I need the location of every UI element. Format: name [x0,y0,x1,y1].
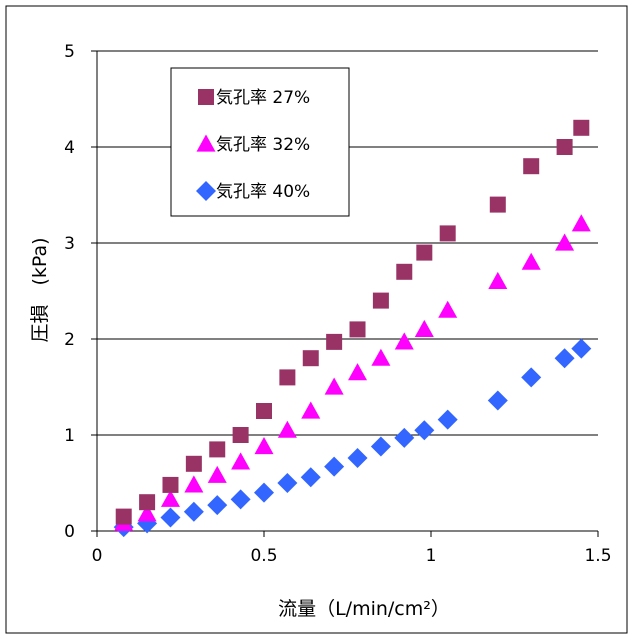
series-diamond [113,338,592,538]
series-triangle [114,214,591,531]
data-point-square [162,476,179,493]
data-point-square [256,403,272,419]
legend-marker-diamond [196,181,216,201]
data-point-square [573,119,590,136]
data-point-diamond [521,367,542,388]
data-point-diamond [300,467,321,488]
data-point-diamond [254,482,274,503]
data-point-diamond [207,495,228,516]
y-tick-label: 2 [64,330,75,350]
data-point-square [279,369,296,386]
series-square [115,119,590,525]
data-point-diamond [437,409,458,430]
gridlines [97,50,598,436]
data-point-square [416,244,433,261]
x-tick-label: 1.5 [584,546,611,566]
data-point-triangle [137,504,157,522]
legend-label: 気孔率 40% [216,182,310,202]
legend: 気孔率 27% 気孔率 32% 気孔率 40% [170,67,350,217]
data-point-triangle [371,348,391,366]
data-point-triangle [231,452,251,470]
data-point-diamond [571,338,592,359]
legend-marker-triangle [196,134,216,152]
x-axis-title: 流量（L/min/cm²） [278,598,450,620]
data-point-square [209,441,226,458]
legend-label: 気孔率 27% [216,88,310,108]
data-point-triangle [414,319,434,337]
data-point-triangle [488,271,508,289]
y-tick-label: 3 [64,234,75,254]
data-point-square [396,263,413,280]
tick-labels: 0 1 2 3 4 5 0 0.5 1 1.5 [64,42,611,566]
data-point-diamond [414,420,435,441]
x-tick-label: 0.5 [250,546,277,566]
data-point-triangle [207,465,227,483]
data-point-diamond [160,507,181,528]
data-point-diamond [370,436,391,457]
data-point-diamond [277,473,298,493]
axes [91,50,599,537]
data-markers [113,119,592,538]
data-point-triangle [301,401,321,419]
data-point-square [115,508,132,525]
data-point-square [523,158,540,175]
y-axis-title: 圧損 (kPa) [29,237,51,342]
data-point-triangle [160,489,180,507]
data-point-triangle [521,252,541,270]
data-point-diamond [487,390,508,411]
data-point-diamond [394,427,415,448]
data-point-square [139,494,156,511]
y-tick-label: 4 [64,138,75,158]
data-point-triangle [277,420,297,438]
x-tick-label: 0 [92,546,103,566]
x-tick-label: 1 [426,546,437,566]
data-point-triangle [394,332,414,350]
data-point-square [326,333,343,350]
data-point-diamond [183,501,204,522]
data-point-triangle [571,214,591,232]
legend-marker-square [198,89,214,105]
data-point-square [302,350,319,367]
chart-frame [5,5,628,634]
data-point-diamond [230,489,251,510]
data-point-triangle [438,300,458,318]
y-tick-label: 1 [64,426,75,446]
data-point-diamond [324,456,345,477]
legend-label: 気孔率 32% [216,135,310,155]
data-point-square [185,455,202,472]
y-tick-label: 0 [64,522,75,542]
data-point-square [349,321,366,338]
data-point-triangle [555,233,575,251]
data-point-diamond [554,348,575,369]
data-point-triangle [324,377,344,395]
data-point-diamond [347,448,368,469]
data-point-triangle [348,363,368,381]
data-point-triangle [254,437,274,455]
data-point-square [489,196,506,213]
data-point-square [556,139,573,155]
data-point-triangle [184,475,204,493]
y-tick-label: 5 [64,42,75,62]
data-point-square [439,225,456,242]
data-point-square [372,292,389,309]
data-point-square [232,427,249,443]
